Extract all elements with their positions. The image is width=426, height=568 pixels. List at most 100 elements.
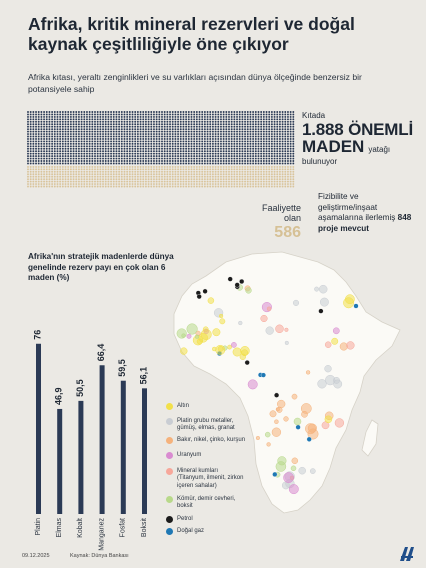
- legend-label: Kömür, demir cevheri, boksit: [177, 496, 236, 510]
- bar-value-label: 66,4: [96, 344, 106, 362]
- legend-swatch: [166, 528, 173, 535]
- resource-site: [334, 418, 345, 428]
- bar-kobalt: [78, 400, 84, 514]
- bar-value-label: 59,5: [117, 359, 127, 377]
- bar-value-label: 50,5: [75, 379, 85, 397]
- resource-site: [324, 415, 333, 424]
- resource-site: [324, 341, 332, 348]
- resource-site: [232, 347, 242, 357]
- bar-value-label: 76: [32, 330, 42, 340]
- resource-site: [218, 313, 224, 319]
- resource-site: [324, 365, 332, 373]
- aa-logo-icon: [400, 547, 414, 561]
- bar-boksit: [142, 388, 147, 514]
- resource-site: [275, 324, 284, 334]
- resource-site: [291, 393, 298, 400]
- total-mines-suffix-1: yatağı: [368, 145, 391, 154]
- resource-site: [306, 436, 312, 442]
- resource-site: [266, 306, 272, 312]
- resource-site: [180, 347, 188, 355]
- resource-site: [275, 461, 287, 472]
- legend-swatch: [166, 403, 173, 410]
- resource-site: [274, 419, 279, 424]
- resource-site: [271, 427, 282, 437]
- resource-site: [265, 326, 274, 335]
- legend-swatch: [166, 516, 173, 523]
- resource-site: [219, 318, 226, 325]
- legend-label: Doğal gaz: [177, 528, 205, 534]
- resource-site: [269, 410, 277, 418]
- resource-site: [305, 370, 311, 375]
- bar-category-label: Kobalt: [77, 518, 84, 538]
- legend-swatch: [166, 468, 173, 475]
- legend-label: Platin grubu metaller, gümüş, elmas, gra…: [177, 418, 235, 432]
- resource-site: [301, 410, 308, 418]
- resource-site: [283, 416, 289, 422]
- resource-site: [244, 360, 250, 366]
- resource-site: [284, 340, 289, 345]
- total-mines-stat: Kıtada 1.888 ÖNEMLİ MADEN yatağı bulunuyo…: [302, 111, 422, 167]
- resource-site: [291, 457, 299, 465]
- resource-site: [290, 465, 297, 472]
- resource-site: [239, 278, 245, 285]
- resource-site: [332, 327, 340, 335]
- resource-site: [200, 329, 212, 340]
- bar-manganez: [99, 365, 105, 514]
- resource-site: [202, 288, 208, 294]
- resource-site: [260, 314, 268, 323]
- resource-site: [207, 297, 215, 304]
- projects-text-2: mevcut: [340, 223, 369, 233]
- bar-fosfat: [120, 380, 126, 514]
- legend-swatch: [166, 418, 173, 425]
- projects-note: Fizibilite ve geliştirme/inşaat aşamalar…: [318, 192, 418, 234]
- resource-site: [274, 392, 280, 398]
- total-mines-value: 1.888 ÖNEMLİ: [302, 120, 413, 139]
- bar-category-label: Elmas: [56, 518, 63, 538]
- resource-site: [272, 471, 278, 478]
- projects-text-1: Fizibilite ve geliştirme/inşaat aşamalar…: [318, 192, 396, 222]
- africa-outline: [173, 251, 401, 514]
- resource-site: [288, 484, 299, 495]
- legend-swatch: [166, 452, 173, 459]
- resource-site: [292, 299, 300, 306]
- legend-label: Altın: [177, 403, 190, 409]
- footer-date: 09.12.2025: [22, 553, 50, 559]
- total-mines-word: MADEN: [302, 137, 365, 156]
- total-mines-prefix: Kıtada: [302, 111, 326, 120]
- resource-site: [331, 337, 339, 345]
- resource-site: [247, 379, 258, 390]
- resource-site: [346, 341, 355, 350]
- mine-dot-rows: [27, 111, 295, 188]
- bar-chart-title: Afrika'nın stratejik madenlerde dünya ge…: [28, 252, 174, 282]
- bar-category-label: Fosfat: [120, 518, 127, 538]
- page-subtitle: Afrika kıtası, yeraltı zenginlikleri ve …: [28, 72, 362, 94]
- resource-site: [266, 442, 271, 447]
- resource-site: [343, 297, 355, 309]
- projects-count: 848 proje: [318, 213, 412, 233]
- resource-site: [212, 328, 221, 337]
- resource-site: [186, 333, 192, 339]
- resource-site: [283, 472, 294, 483]
- footer-source: Kaynak: Dünya Bankası: [70, 553, 129, 559]
- resource-site: [353, 303, 359, 309]
- resource-site: [196, 294, 202, 300]
- resource-site: [194, 334, 200, 339]
- bar-category-label: Platin: [35, 518, 42, 536]
- legend-label: Bakır, nikel, çinko, kurşun: [177, 437, 246, 443]
- resource-site: [298, 466, 306, 475]
- resource-site: [238, 320, 243, 326]
- resource-site: [255, 435, 260, 441]
- resource-site: [305, 423, 316, 435]
- active-mines-value: 586: [274, 224, 301, 241]
- resource-site: [227, 344, 232, 350]
- resource-site: [309, 468, 316, 474]
- legend-label: Petrol: [177, 516, 193, 522]
- bar-platin: [36, 343, 41, 514]
- resource-site-markers: [176, 276, 359, 495]
- active-mines-label: Faaliyette olan: [261, 203, 301, 223]
- resource-site: [231, 342, 237, 348]
- resource-site: [321, 421, 330, 430]
